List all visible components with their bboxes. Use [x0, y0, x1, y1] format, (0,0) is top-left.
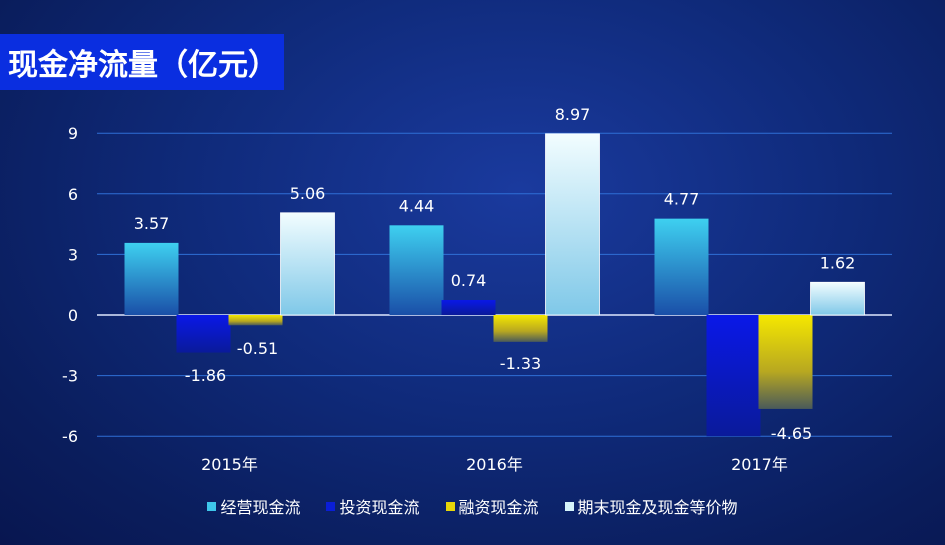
y-tick-label: -3: [62, 367, 78, 386]
legend: 经营现金流 投资现金流 融资现金流 期末现金及现金等价物: [0, 494, 945, 518]
bar: [706, 315, 761, 437]
legend-swatch: [207, 501, 217, 511]
data-label: 1.62: [820, 253, 856, 272]
bar: [810, 281, 865, 316]
chart-title: 现金净流量（亿元）: [0, 34, 284, 90]
legend-item: 期末现金及现金等价物: [564, 494, 738, 518]
legend-label: 融资现金流: [458, 498, 539, 517]
x-tick-label: 2017年: [731, 455, 788, 474]
y-tick-label: 6: [68, 185, 78, 204]
y-tick-label: 9: [68, 124, 78, 143]
y-tick-label: 3: [68, 245, 78, 264]
y-tick-label: 0: [68, 306, 78, 325]
data-label: 5.06: [290, 184, 326, 203]
data-label: 8.97: [555, 105, 591, 124]
bar: [441, 300, 496, 315]
bar: [758, 315, 813, 409]
legend-label: 期末现金及现金等价物: [577, 498, 738, 517]
legend-item: 投资现金流: [326, 494, 420, 518]
legend-swatch: [326, 501, 336, 511]
bar: [493, 315, 548, 342]
data-label: 3.57: [134, 214, 170, 233]
data-label: 4.44: [399, 196, 435, 215]
y-tick-label: -6: [62, 427, 78, 446]
data-label: 0.74: [451, 271, 487, 290]
legend-label: 经营现金流: [220, 498, 301, 517]
data-label: 4.77: [664, 190, 700, 209]
bar: [545, 133, 600, 316]
bar: [654, 218, 709, 315]
legend-swatch: [445, 501, 455, 511]
legend-item: 融资现金流: [445, 494, 539, 518]
bar: [228, 315, 283, 326]
data-label: -1.86: [185, 366, 226, 385]
data-label: -0.51: [237, 339, 278, 358]
data-label: -1.33: [500, 354, 541, 373]
bar: [124, 242, 179, 315]
data-label: -4.65: [771, 424, 812, 443]
bar: [176, 315, 231, 353]
bar: [280, 212, 335, 316]
bar: [389, 225, 444, 315]
legend-label: 投资现金流: [339, 498, 420, 517]
x-tick-label: 2016年: [466, 455, 523, 474]
legend-swatch: [564, 501, 574, 511]
legend-item: 经营现金流: [207, 494, 300, 518]
x-tick-label: 2015年: [201, 455, 258, 474]
